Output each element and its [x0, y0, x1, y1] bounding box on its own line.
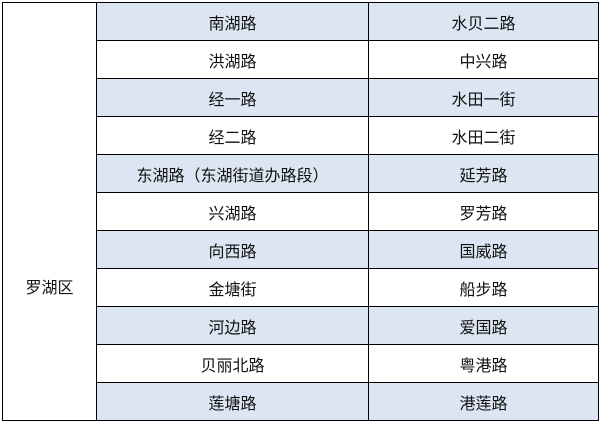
road-cell: 水田二街: [368, 116, 599, 155]
road-cell: 水田一街: [368, 78, 599, 117]
road-cell: 河边路: [96, 306, 369, 345]
table-row: 兴湖路 罗芳路: [3, 192, 599, 231]
table-row: 贝丽北路 粤港路: [3, 344, 599, 383]
road-cell: 南湖路: [96, 2, 369, 41]
road-cell: 兴湖路: [96, 192, 369, 231]
road-cell: 延芳路: [368, 154, 599, 193]
road-cell: 船步路: [368, 268, 599, 307]
road-cell: 国威路: [368, 230, 599, 269]
table-row: 金塘街 船步路: [3, 268, 599, 307]
road-cell: 向西路: [96, 230, 369, 269]
road-cell: 罗芳路: [368, 192, 599, 231]
road-cell: 洪湖路: [96, 40, 369, 79]
road-cell: 港莲路: [368, 382, 599, 421]
road-cell: 莲塘路: [96, 382, 369, 421]
road-cell: 粤港路: [368, 344, 599, 383]
table-row: 河边路 爱国路: [3, 306, 599, 345]
road-cell: 经一路: [96, 78, 369, 117]
table-row: 东湖路（东湖街道办路段） 延芳路: [3, 154, 599, 193]
road-cell: 贝丽北路: [96, 344, 369, 383]
road-cell: 水贝二路: [368, 2, 599, 41]
road-cell: 金塘街: [96, 268, 369, 307]
road-cell: 爱国路: [368, 306, 599, 345]
road-cell: 东湖路（东湖街道办路段）: [96, 154, 369, 193]
road-cell: 经二路: [96, 116, 369, 155]
table-row: 经一路 水田一街: [3, 78, 599, 117]
table-row: 洪湖路 中兴路: [3, 40, 599, 79]
table-row: 经二路 水田二街: [3, 116, 599, 155]
table-row: 莲塘路 港莲路: [3, 382, 599, 421]
table-row: 向西路 国威路: [3, 230, 599, 269]
road-cell: 中兴路: [368, 40, 599, 79]
district-cell: 罗湖区: [2, 2, 97, 421]
